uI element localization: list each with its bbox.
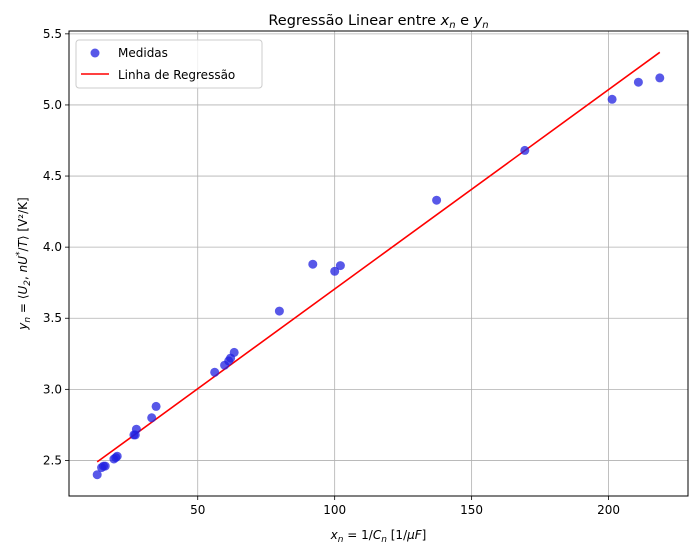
- x-tick-label: 200: [597, 503, 620, 517]
- y-tick-label: 3.0: [43, 382, 62, 396]
- data-point: [335, 261, 345, 271]
- regression-line-layer: [96, 51, 661, 463]
- data-point: [151, 401, 161, 411]
- x-tick-label: 150: [460, 503, 483, 517]
- data-point: [607, 94, 617, 104]
- data-point: [112, 451, 122, 461]
- regression-line: [96, 51, 661, 463]
- data-point: [308, 259, 318, 269]
- y-tick-label: 4.5: [43, 169, 62, 183]
- data-point: [432, 195, 442, 205]
- legend-box: [75, 39, 263, 89]
- chart-title: Regressão Linear entre xn e yn: [268, 13, 488, 31]
- scatter-point-layer: [92, 73, 665, 480]
- data-point: [147, 413, 157, 423]
- data-point: [92, 470, 102, 480]
- ticks: 50 100 150 200 2.5 3.0 3.5 4.0 4.5 5.0 5.5: [43, 27, 620, 517]
- y-tick-label: 5.5: [43, 27, 62, 41]
- y-tick-label: 3.5: [43, 311, 62, 325]
- legend-label-medidas: Medidas: [118, 46, 168, 60]
- y-tick-label: 4.0: [43, 240, 62, 254]
- data-point: [131, 424, 141, 434]
- x-axis-label: xn = 1/Cn [1/μF]: [330, 528, 427, 545]
- data-point: [274, 306, 284, 316]
- data-point: [655, 73, 665, 83]
- legend: Medidas Linha de Regressão: [75, 39, 263, 89]
- data-point: [210, 367, 220, 377]
- plot-area: [69, 31, 688, 496]
- data-point: [520, 145, 530, 155]
- data-point: [633, 77, 643, 87]
- data-point: [330, 266, 340, 276]
- data-point: [229, 347, 239, 357]
- x-tick-label: 50: [190, 503, 205, 517]
- x-tick-label: 100: [323, 503, 346, 517]
- data-point: [100, 461, 110, 471]
- y-tick-label: 5.0: [43, 98, 62, 112]
- y-axis-label: yn = ⟨U2, nU*/T⟩ [V²/K]: [15, 197, 33, 330]
- legend-marker-medidas: [90, 48, 100, 58]
- plot-frame: [68, 30, 689, 497]
- y-tick-label: 2.5: [43, 453, 62, 467]
- legend-label-regression: Linha de Regressão: [118, 68, 235, 82]
- grid: [69, 31, 688, 496]
